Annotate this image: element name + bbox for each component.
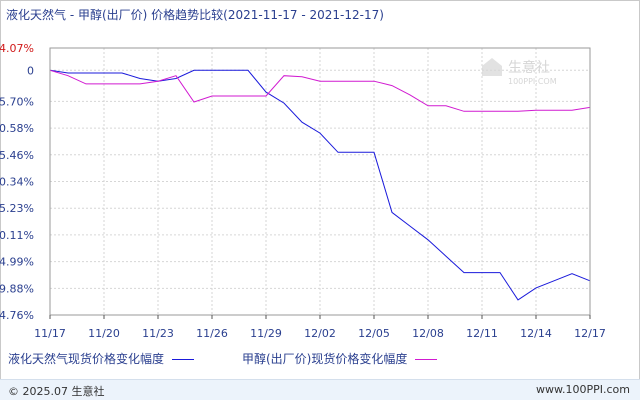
watermark-name: 生意社 [508,59,550,76]
y-tick-label: -10.58% [0,122,34,135]
watermark-house-icon [482,58,502,76]
chart-title: 液化天然气 - 甲醇(出厂价) 价格趋势比较(2021-11-17 - 2021… [6,8,384,22]
y-tick-label: -25.23% [0,202,34,215]
copyright-text: © 2025.07 生意社 [8,385,105,398]
x-tick-labels: 11/17 11/20 11/23 11/26 11/29 12/02 12/05 12/08… [34,327,606,340]
x-tick-label: 11/29 [250,327,282,340]
y-tick-label: 0 [27,64,34,77]
legend-item-methanol: 甲醇(出厂价)现货价格变化幅度 [242,350,438,367]
footer-bar: © 2025.07 生意社 www.100PPI.com [0,379,640,400]
chart-grid [49,47,591,316]
site-link[interactable]: www.100PPI.com [536,383,630,396]
series-line-lng [49,69,591,301]
legend-label-lng: 液化天然气现货价格变化幅度 [8,352,165,366]
chart-axes [49,47,591,319]
legend-label-methanol: 甲醇(出厂价)现货价格变化幅度 [242,352,408,366]
x-tick-label: 12/02 [304,327,336,340]
watermark-url: 100PPI.COM [508,77,557,86]
x-tick-label: 12/17 [574,327,606,340]
x-tick-label: 12/14 [520,327,552,340]
x-tick-label: 11/23 [142,327,174,340]
y-tick-labels: 4.07% 0 -5.70% -10.58% -15.46% -20.34% -25.23%… [0,42,34,322]
x-tick-label: 11/20 [88,327,120,340]
y-tick-label: 4.07% [0,42,34,55]
x-tick-label: 12/11 [466,327,498,340]
y-tick-label: -20.34% [0,175,34,188]
x-tick-label: 12/05 [358,327,390,340]
y-tick-label: -15.46% [0,149,34,162]
series-layer [49,69,591,301]
y-tick-label: -30.11% [0,229,34,242]
legend-swatch-lng [172,359,195,360]
x-tick-label: 12/08 [412,327,444,340]
series-line-methanol [49,69,591,112]
y-tick-label: -5.70% [0,95,34,108]
x-tick-label: 11/17 [34,327,66,340]
y-tick-label: -44.76% [0,309,34,322]
legend-swatch-methanol [415,359,438,360]
legend-item-lng: 液化天然气现货价格变化幅度 [8,350,195,367]
y-tick-label: -34.99% [0,256,34,269]
y-tick-label: -39.88% [0,282,34,295]
x-tick-label: 11/26 [196,327,228,340]
